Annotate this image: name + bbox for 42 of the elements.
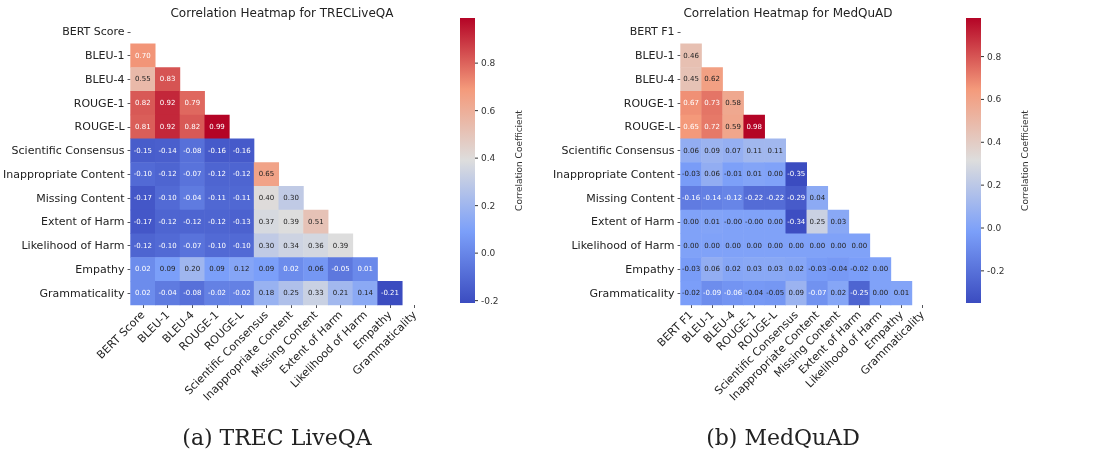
color-bar-label: 0.8 — [987, 51, 1002, 62]
color-bar-label: -0.2 — [987, 265, 1005, 276]
y-tick-label: Inappropriate Content — [553, 167, 676, 181]
color-bar-label: 0.6 — [481, 105, 496, 116]
y-tick-label: Scientific Consensus — [11, 144, 125, 158]
y-tick-label: Extent of Harm — [591, 215, 675, 229]
y-tick-label: Empathy — [625, 262, 676, 276]
y-tick-label: ROUGE-L — [624, 120, 676, 134]
y-tick-label: Missing Content — [36, 191, 126, 205]
color-bar-title: Correlation Coefficient — [1020, 109, 1030, 211]
y-tick-label: Missing Content — [586, 191, 676, 205]
chart-title: Correlation Heatmap for MedQuAD — [683, 6, 893, 20]
y-tick-label: Inappropriate Content — [3, 167, 126, 181]
y-tick-label: BERT Score — [62, 25, 125, 39]
color-bar-label: 0.4 — [987, 137, 1002, 148]
color-bar-label: 0.2 — [987, 180, 1002, 191]
color-bar-title: Correlation Coefficient — [514, 109, 524, 211]
text: (a) TREC LiveQA — [182, 424, 373, 450]
y-tick-label: Scientific Consensus — [561, 144, 675, 158]
color-bar-label: 0.0 — [481, 248, 496, 259]
y-tick-label: ROUGE-1 — [73, 96, 125, 110]
y-tick-label: Empathy — [75, 262, 126, 276]
color-bar-label: 0.8 — [481, 58, 496, 69]
y-tick-label: Grammaticality — [39, 286, 126, 300]
y-tick-label: Grammaticality — [589, 286, 676, 300]
y-tick-label: Extent of Harm — [41, 215, 125, 229]
color-bar-label: -0.2 — [481, 295, 499, 306]
color-bar-label: 0.4 — [481, 153, 496, 164]
color-bar-label: 0.2 — [481, 200, 496, 211]
y-tick-label: Likelihood of Harm — [571, 239, 675, 253]
y-tick-label: ROUGE-1 — [623, 96, 675, 110]
text: (b) MedQuAD — [706, 424, 860, 450]
y-tick-label: BLEU-4 — [84, 72, 125, 86]
y-tick-label: BLEU-4 — [634, 72, 675, 86]
y-tick-label: BLEU-1 — [84, 49, 125, 63]
color-bar-label: 0.0 — [987, 223, 1002, 233]
chart-title: Correlation Heatmap for TRECLiveQA — [170, 6, 395, 20]
y-tick-label: BLEU-1 — [634, 49, 675, 63]
y-tick-label: BERT F1 — [629, 25, 675, 39]
color-bar-label: 0.6 — [987, 94, 1002, 105]
y-tick-label: Likelihood of Harm — [21, 239, 125, 253]
y-tick-label: ROUGE-L — [74, 120, 126, 134]
